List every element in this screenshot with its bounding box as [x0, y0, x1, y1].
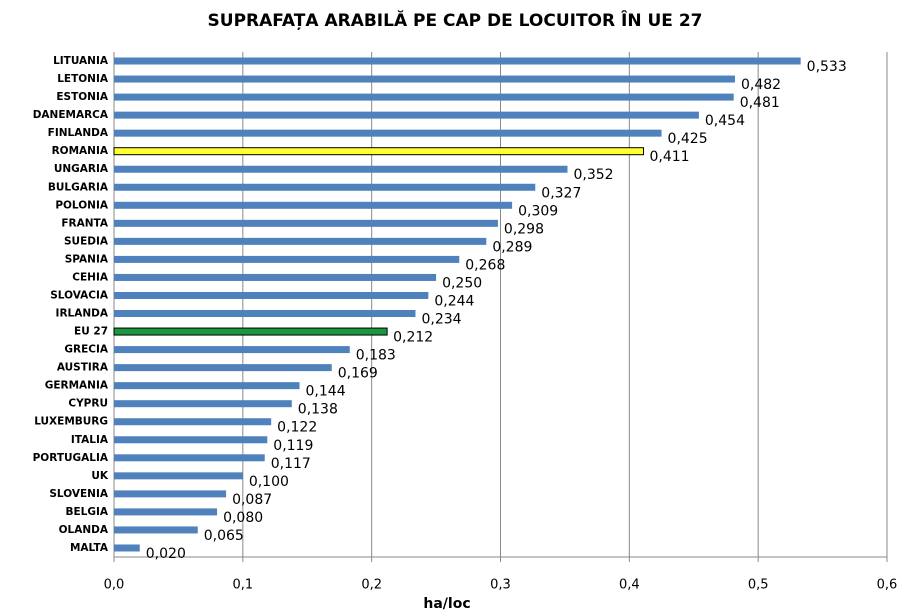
value-label: 0,533 [807, 59, 847, 75]
bar [114, 436, 268, 444]
y-tick-label: IRLANDA [56, 308, 109, 320]
y-tick-label: SPANIA [65, 253, 109, 265]
y-tick-label: POLONIA [55, 199, 109, 211]
value-label: 0,212 [393, 330, 433, 346]
bar [114, 219, 498, 227]
y-tick-label: SUEDIA [64, 235, 109, 247]
y-tick-label: ESTONIA [56, 91, 109, 103]
bar [114, 418, 272, 426]
bar [114, 346, 350, 354]
value-label: 0,100 [249, 474, 289, 490]
bar [114, 472, 243, 480]
bar [114, 382, 300, 390]
bar [114, 111, 699, 119]
bar [114, 255, 460, 263]
x-tick-label: 0,6 [877, 578, 898, 593]
value-label: 0,482 [741, 77, 781, 93]
bar [114, 490, 227, 498]
bar [114, 57, 801, 65]
value-label: 0,268 [465, 257, 505, 273]
bar [114, 544, 140, 552]
y-tick-label: GRECIA [64, 344, 108, 356]
value-label: 0,122 [277, 420, 317, 436]
value-label: 0,481 [740, 95, 780, 111]
bar [114, 508, 218, 516]
y-tick-label: SLOVENIA [49, 488, 109, 500]
y-tick-label: CEHIA [72, 271, 109, 283]
y-tick-label: UNGARIA [54, 163, 109, 175]
bar [113, 147, 645, 156]
bar [114, 364, 332, 372]
y-tick-label: PORTUGALIA [33, 452, 109, 464]
bar [114, 75, 735, 83]
y-tick-label: AUSTIRA [57, 362, 109, 374]
x-tick-label: 0,1 [232, 578, 253, 593]
value-label: 0,234 [421, 312, 461, 328]
bar [114, 526, 198, 534]
value-label: 0,250 [442, 275, 482, 291]
value-label: 0,080 [223, 510, 263, 526]
value-label: 0,352 [573, 167, 613, 183]
bar [114, 165, 568, 173]
bar [114, 183, 536, 191]
value-label: 0,144 [306, 384, 346, 400]
y-tick-label: ROMANIA [52, 145, 109, 157]
x-tick-label: 0,5 [748, 578, 769, 593]
y-tick-label: FINLANDA [48, 127, 109, 139]
bar [113, 327, 388, 336]
value-label: 0,065 [204, 528, 244, 544]
y-tick-label: DANEMARCA [33, 109, 109, 121]
value-label: 0,411 [650, 149, 690, 165]
bar [114, 291, 429, 299]
bar [114, 454, 265, 462]
value-label: 0,425 [668, 131, 708, 147]
value-label: 0,138 [298, 402, 338, 418]
y-tick-label: ITALIA [71, 434, 109, 446]
value-label: 0,169 [338, 366, 378, 382]
value-label: 0,244 [434, 293, 474, 309]
bar [114, 93, 734, 101]
x-tick-label: 0,0 [104, 578, 125, 593]
y-tick-label: BELGIA [65, 506, 108, 518]
y-tick-label: EU 27 [74, 326, 108, 338]
x-tick-label: 0,4 [619, 578, 640, 593]
value-label: 0,454 [705, 113, 745, 129]
x-tick-label: 0,2 [361, 578, 382, 593]
bar [114, 201, 513, 209]
y-tick-label: LETONIA [57, 73, 109, 85]
value-label: 0,298 [504, 221, 544, 237]
y-tick-label: GERMANIA [45, 380, 109, 392]
bar [114, 310, 416, 318]
chart-title: SUPRAFAȚA ARABILĂ PE CAP DE LOCUITOR ÎN … [208, 9, 703, 31]
bar [114, 237, 487, 245]
value-label: 0,327 [541, 185, 581, 201]
y-tick-label: CYPRU [68, 398, 108, 410]
y-tick-label: LITUANIA [53, 55, 109, 67]
y-tick-label: SLOVACIA [50, 289, 109, 301]
x-tick-label: 0,3 [490, 578, 511, 593]
y-tick-label: FRANTA [61, 217, 109, 229]
value-label: 0,309 [518, 203, 558, 219]
value-label: 0,020 [146, 546, 186, 562]
value-label: 0,117 [271, 456, 311, 472]
y-tick-label: UK [91, 470, 109, 482]
value-label: 0,087 [232, 492, 272, 508]
y-tick-label: BULGARIA [48, 181, 109, 193]
y-tick-label: OLANDA [59, 524, 109, 536]
value-label: 0,183 [356, 348, 396, 364]
y-tick-label: MALTA [70, 542, 109, 554]
x-axis-label: ha/loc [423, 596, 470, 611]
bar [114, 400, 292, 408]
value-label: 0,119 [273, 438, 313, 454]
bar [114, 129, 662, 137]
value-label: 0,289 [492, 239, 532, 255]
y-tick-label: LUXEMBURG [34, 416, 108, 428]
bar [114, 273, 437, 281]
